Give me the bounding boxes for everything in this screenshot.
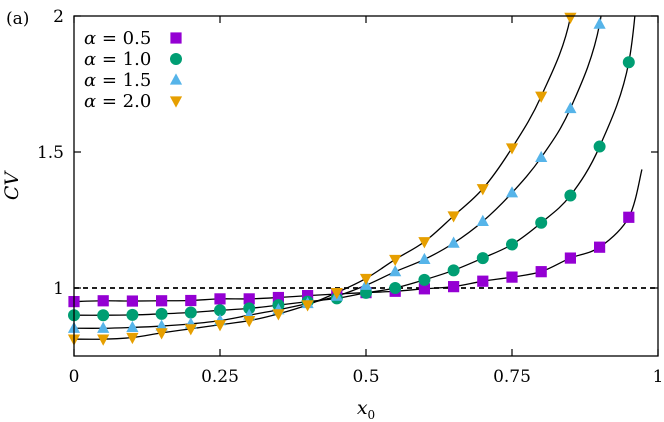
- point-s2-16: [535, 150, 548, 163]
- point-s0-14: [477, 275, 489, 287]
- point-s3-15: [505, 143, 519, 155]
- point-s1-12: [418, 273, 431, 286]
- fit-curve-1: [74, 16, 636, 316]
- point-s1-10: [360, 286, 372, 299]
- x-axis-title-var: x: [357, 397, 368, 419]
- point-s1-16: [535, 216, 548, 229]
- point-s0-13: [448, 281, 460, 293]
- point-s2-15: [505, 186, 519, 198]
- point-s1-13: [447, 264, 460, 277]
- legend-marker-3: [169, 96, 183, 108]
- point-s1-3: [155, 307, 168, 320]
- point-s1-6: [243, 302, 256, 315]
- x-tick-label-3: 0.75: [493, 367, 531, 387]
- point-s2-1: [97, 321, 110, 333]
- legend-value-1: = 1.0: [96, 49, 151, 70]
- point-s2-17: [564, 101, 577, 114]
- point-s3-13: [447, 211, 460, 223]
- point-s3-2: [126, 332, 139, 345]
- x-tick-label-1: 0.25: [201, 367, 239, 387]
- y-tick-label-0: 1: [53, 279, 64, 299]
- point-s1-18: [593, 140, 606, 153]
- point-s1-17: [564, 189, 577, 202]
- point-s0-4: [185, 294, 197, 307]
- legend-value-0: = 0.5: [96, 28, 151, 49]
- y-tick-label-2: 2: [53, 7, 64, 27]
- point-s3-11: [389, 254, 402, 267]
- point-s3-1: [97, 334, 110, 346]
- point-s2-18: [593, 17, 606, 29]
- point-s0-1: [97, 295, 109, 307]
- point-s0-16: [535, 266, 547, 278]
- point-s0-6: [243, 293, 255, 305]
- y-axis-title: CV: [1, 170, 23, 201]
- point-s2-3: [155, 319, 168, 331]
- point-s0-7: [272, 291, 284, 304]
- point-s2-11: [389, 265, 402, 277]
- panel-label: (a): [6, 9, 29, 29]
- point-s2-14: [476, 214, 489, 226]
- legend-label-0: α = 0.5: [84, 28, 151, 49]
- point-s3-4: [184, 324, 197, 336]
- x-axis-title-sub: 0: [368, 408, 376, 422]
- point-s3-12: [418, 237, 431, 249]
- point-s3-5: [213, 320, 227, 332]
- point-s3-17: [564, 12, 577, 24]
- fit-curve-0: [74, 169, 643, 303]
- legend-label-2: α = 1.5: [84, 70, 151, 91]
- point-s3-9: [330, 288, 343, 300]
- point-s2-12: [418, 252, 431, 265]
- point-s3-6: [243, 316, 256, 328]
- point-s1-2: [126, 308, 139, 321]
- legend-symbol-3: α: [84, 91, 96, 112]
- point-s3-16: [535, 91, 548, 103]
- point-s2-13: [447, 236, 460, 248]
- data-markers: [67, 12, 635, 346]
- x-axis-title: x0: [357, 397, 375, 422]
- point-s0-19: [623, 211, 635, 223]
- point-s3-10: [359, 273, 373, 286]
- point-s3-14: [476, 184, 489, 196]
- legend-symbol-0: α: [84, 28, 96, 49]
- point-s0-2: [126, 295, 138, 307]
- legend: α = 0.5α = 1.0α = 1.5α = 2.0: [84, 28, 183, 112]
- point-s1-14: [476, 252, 489, 265]
- point-s0-15: [506, 271, 518, 283]
- point-s3-8: [301, 300, 314, 312]
- point-s0-18: [594, 241, 606, 253]
- point-s1-19: [622, 56, 635, 69]
- tick-labels: 0 0.25 0.5 0.75 1 1 1.5 2: [37, 7, 663, 387]
- point-s1-1: [97, 309, 110, 322]
- axes: [73, 15, 659, 357]
- x-tick-label-2: 0.5: [352, 367, 379, 387]
- y-tick-label-1: 1.5: [37, 143, 64, 163]
- legend-symbol-1: α: [84, 49, 96, 70]
- x-tick-label-0: 0: [69, 367, 80, 387]
- point-s2-2: [126, 320, 139, 333]
- point-s1-4: [184, 306, 197, 319]
- legend-label-1: α = 1.0: [84, 49, 151, 70]
- legend-value-3: = 2.0: [96, 91, 151, 112]
- legend-marker-1: [170, 53, 182, 65]
- x-tick-label-4: 1: [653, 367, 664, 387]
- legend-marker-0: [170, 32, 182, 44]
- point-s1-5: [214, 304, 226, 317]
- point-s0-17: [564, 252, 576, 264]
- point-s0-3: [156, 295, 168, 307]
- point-s0-12: [418, 283, 430, 295]
- point-s0-5: [214, 293, 226, 305]
- legend-symbol-2: α: [84, 70, 96, 91]
- point-s1-15: [506, 238, 518, 251]
- legend-value-2: = 1.5: [96, 70, 151, 91]
- legend-marker-2: [169, 73, 183, 85]
- point-s3-3: [155, 328, 168, 340]
- fit-curve-2: [74, 16, 602, 329]
- point-s3-7: [272, 309, 285, 321]
- point-s1-11: [389, 282, 402, 294]
- legend-label-3: α = 2.0: [84, 91, 151, 112]
